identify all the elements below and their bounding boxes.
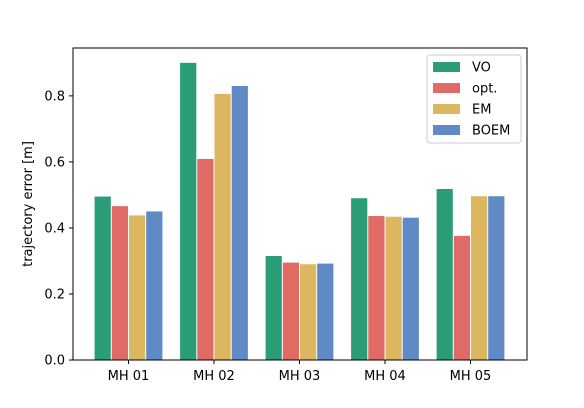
legend-swatch — [433, 83, 460, 93]
bar-opt-3 — [282, 262, 299, 360]
x-axis: MH 01 MH 02 MH 03 MH 04 MH 05 — [108, 360, 492, 384]
bar-em-5 — [471, 196, 488, 360]
bar-opt-4 — [368, 216, 385, 360]
bar-boem-5 — [488, 196, 505, 360]
bar-em-4 — [385, 216, 402, 360]
bar-em-2 — [214, 93, 231, 360]
y-axis-label: trajectory error [m] — [21, 141, 36, 267]
legend-swatch — [433, 125, 460, 135]
bar-vo-3 — [265, 256, 282, 360]
legend-box — [426, 54, 522, 144]
x-tick-label: MH 01 — [108, 369, 150, 384]
bar-vo-4 — [351, 198, 368, 360]
bar-vo-5 — [436, 188, 453, 360]
x-tick-label: MH 04 — [364, 369, 406, 384]
legend: VO opt. EM BOEM — [426, 54, 522, 144]
legend-label: VO — [472, 61, 491, 76]
bar-em-1 — [129, 215, 146, 360]
legend-label: opt. — [472, 82, 497, 97]
plot-frame — [72, 47, 528, 361]
y-tick-label: 0.4 — [44, 221, 65, 236]
x-tick-label: MH 05 — [450, 369, 492, 384]
legend-swatch — [433, 62, 460, 72]
bar-vo-1 — [94, 196, 111, 360]
x-tick-label: MH 03 — [279, 369, 321, 384]
bar-opt-1 — [111, 206, 128, 360]
bar-vo-2 — [180, 62, 197, 361]
bar-opt-5 — [453, 235, 470, 360]
bar-em-3 — [300, 264, 317, 360]
bar-boem-4 — [402, 217, 419, 360]
bar-boem-2 — [231, 85, 248, 360]
y-axis: 0.0 0.2 0.4 0.6 0.8 — [44, 89, 73, 369]
y-tick-label: 0.6 — [44, 155, 65, 170]
bar-boem-3 — [317, 263, 334, 360]
bars-group — [94, 62, 505, 361]
bar-opt-2 — [197, 158, 214, 360]
legend-swatch — [433, 104, 460, 114]
y-tick-label: 0.0 — [44, 354, 65, 369]
y-tick-label: 0.8 — [44, 89, 65, 104]
legend-label: BOEM — [472, 124, 510, 139]
x-tick-label: MH 02 — [193, 369, 235, 384]
bar-boem-1 — [146, 211, 163, 360]
legend-label: EM — [472, 103, 491, 118]
y-tick-label: 0.2 — [44, 287, 65, 302]
